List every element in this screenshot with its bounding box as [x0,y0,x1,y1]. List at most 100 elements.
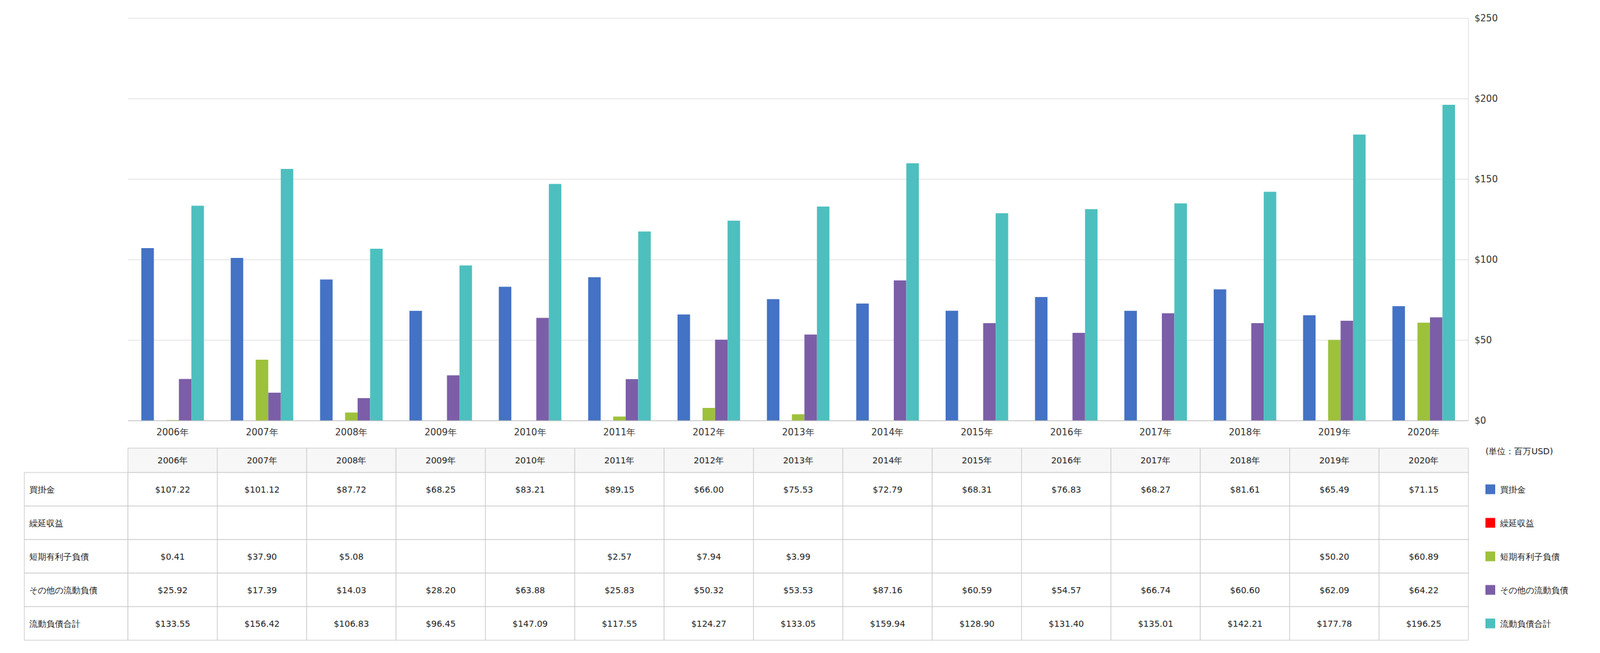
bar [1035,296,1048,421]
table-cell [1289,572,1380,607]
table-cell [217,472,308,506]
table-cell [217,505,308,540]
table-value: $60.59 [962,584,992,595]
table-cell [932,606,1022,640]
table-value: $60.60 [1230,584,1261,595]
table-row-label-cell [24,606,128,640]
bar [369,248,383,421]
table-header-cell [217,447,308,473]
legend-swatch [1485,551,1496,562]
table-header-text: 2008年 [336,455,367,465]
y-tick-label: $50 [1474,334,1493,346]
x-tick-label: 2018年 [1228,426,1262,438]
table-value: $63.88 [515,584,546,595]
table-header-cell [127,447,218,473]
table-header-text: 2018年 [1230,455,1261,465]
bar [447,375,461,421]
table-cell [1110,539,1201,573]
table-value: $72.79 [872,484,903,495]
table-header-text: 2012年 [693,455,725,465]
table-cell [127,606,218,640]
bar [1392,305,1406,421]
table-cell [1021,472,1112,506]
x-tick-label: 2019年 [1317,426,1351,438]
bar [409,310,423,421]
table-value: $89.15 [604,484,635,495]
bar [625,378,639,421]
bar [1303,315,1317,421]
bar [1174,203,1187,421]
table-row-label: その他の流動負債 [29,584,98,595]
table-value: $135.01 [1138,618,1174,629]
table-header-cell [664,447,754,473]
table-cell [1378,472,1469,506]
table-row-label-cell [24,505,128,540]
table-cell [574,505,665,540]
table-header-cell [485,447,576,473]
bar [499,286,512,421]
x-tick-label: 2015年 [960,426,994,438]
table-header-text: 2009年 [425,455,457,465]
table-value: $0.41 [160,551,185,562]
bar [945,310,959,421]
table-cell [753,606,844,640]
table-value: $62.09 [1319,584,1350,595]
bar [459,265,473,421]
bar [767,299,780,421]
table-header-text: 2017年 [1140,455,1172,465]
legend-swatch [1485,618,1496,629]
table-row-label: 繰延収益 [28,517,64,528]
table-value: $75.53 [783,484,814,495]
table-value: $7.94 [696,551,721,562]
table-cell [842,539,933,573]
bar [1251,322,1265,421]
y-tick-label: $200 [1474,93,1498,105]
table-cell [753,572,844,607]
table-value: $66.00 [693,484,724,495]
table-value: $50.20 [1319,551,1350,562]
table-header-cell [1110,447,1201,473]
table-row-label: 短期有利子負債 [29,551,89,562]
table-cell [1021,572,1112,607]
bar-series [179,280,1443,421]
bar [1072,332,1086,421]
table-header-cell [753,447,844,473]
bar [268,392,281,421]
y-tick-label: $150 [1474,173,1498,185]
table-cell [1200,572,1290,607]
table-value: $76.83 [1051,484,1082,495]
table-cell [396,606,486,640]
y-tick-label: $250 [1474,12,1498,24]
bar [1417,322,1431,421]
unit-label: (単位：百万USD) [1485,446,1554,456]
table-cell [574,572,665,607]
table-header-cell [1021,447,1112,473]
table-header-text: 2015年 [962,455,993,465]
table-header-cell [1289,447,1380,473]
table-header-cell [932,447,1022,473]
table-value: $196.25 [1406,618,1442,629]
x-tick-label: 2017年 [1139,426,1172,438]
table-value: $68.27 [1140,484,1171,495]
bar [906,163,919,421]
bar [141,247,155,421]
bar [817,206,830,421]
table-header-text: 2013年 [782,455,814,465]
table-value: $87.72 [336,484,367,495]
bar [179,378,192,421]
table-cell [1200,472,1290,506]
table-cell [396,472,486,506]
legend-label: 短期有利子負債 [1500,551,1560,562]
legend-swatch [1485,584,1496,595]
table-value: $133.55 [154,618,191,629]
table-value: $101.12 [244,484,280,495]
bar [1328,339,1342,421]
table-cell [485,472,576,506]
table-header-text: 2007年 [246,455,278,465]
table-cell [1200,539,1290,573]
bar [587,277,601,421]
table-value: $71.15 [1408,484,1439,495]
table-cell [932,572,1022,607]
table-cell [127,539,218,573]
bar [1085,208,1098,421]
